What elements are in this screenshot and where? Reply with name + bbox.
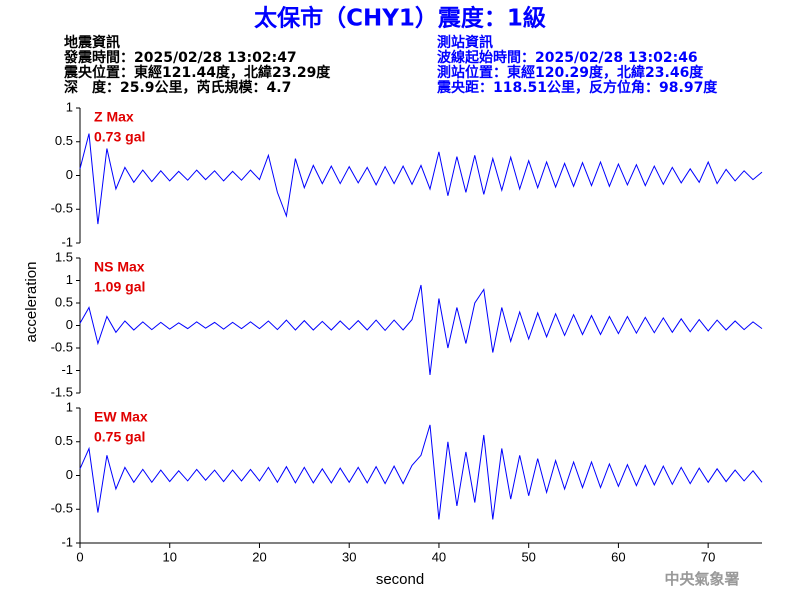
max-label: Z Max [94,109,134,125]
x-tick-label: 40 [432,549,446,564]
x-tick-label: 0 [76,549,83,564]
y-tick-label: -1 [61,362,73,377]
x-axis-label: second [376,571,424,588]
info-left: 發震時間：2025/02/28 13:02:47 [63,49,297,66]
info-right: 震央距：118.51公里，反方位角：98.97度 [436,79,718,96]
waveform [79,133,763,225]
info-right: 測站資訊 [437,34,493,51]
x-tick-label: 10 [163,549,177,564]
y-tick-label: 1 [66,399,73,414]
y-tick-label: 1 [66,99,73,114]
info-left: 地震資訊 [64,34,120,51]
waveform [79,424,763,520]
y-tick-label: -1 [61,234,73,249]
y-tick-label: -1 [61,534,73,549]
y-tick-label: -0.5 [51,339,73,354]
max-label: NS Max [94,259,145,275]
y-tick-label: 0 [66,317,73,332]
x-tick-label: 70 [701,549,715,564]
y-tick-label: 0 [66,167,73,182]
y-tick-label: 1 [66,272,73,287]
y-tick-label: 0 [66,467,73,482]
y-tick-label: 0.5 [55,294,73,309]
info-left: 震央位置：東經121.44度，北緯23.29度 [63,64,331,81]
x-tick-label: 50 [521,549,535,564]
y-axis-label: acceleration [23,262,40,343]
y-tick-label: -1.5 [51,384,73,399]
footer: 中央氣象署 [664,570,739,588]
info-right: 測站位置：東經120.29度，北緯23.46度 [437,64,704,81]
y-tick-label: 0.5 [55,133,73,148]
title: 太保市（CHY1）震度：1級 [254,5,546,32]
waveform [79,284,763,376]
info-left: 深 度：25.9公里，芮氏規模：4.7 [64,79,291,96]
y-tick-label: -0.5 [51,201,73,216]
x-tick-label: 30 [342,549,356,564]
max-value: 1.09 gal [94,279,145,295]
y-tick-label: 1.5 [55,249,73,264]
x-tick-label: 20 [252,549,266,564]
max-value: 0.73 gal [94,129,145,145]
max-label: EW Max [94,409,148,425]
y-tick-label: -0.5 [51,501,73,516]
y-tick-label: 0.5 [55,433,73,448]
info-right: 波線起始時間：2025/02/28 13:02:46 [437,49,698,66]
x-tick-label: 60 [611,549,625,564]
max-value: 0.75 gal [94,429,145,445]
